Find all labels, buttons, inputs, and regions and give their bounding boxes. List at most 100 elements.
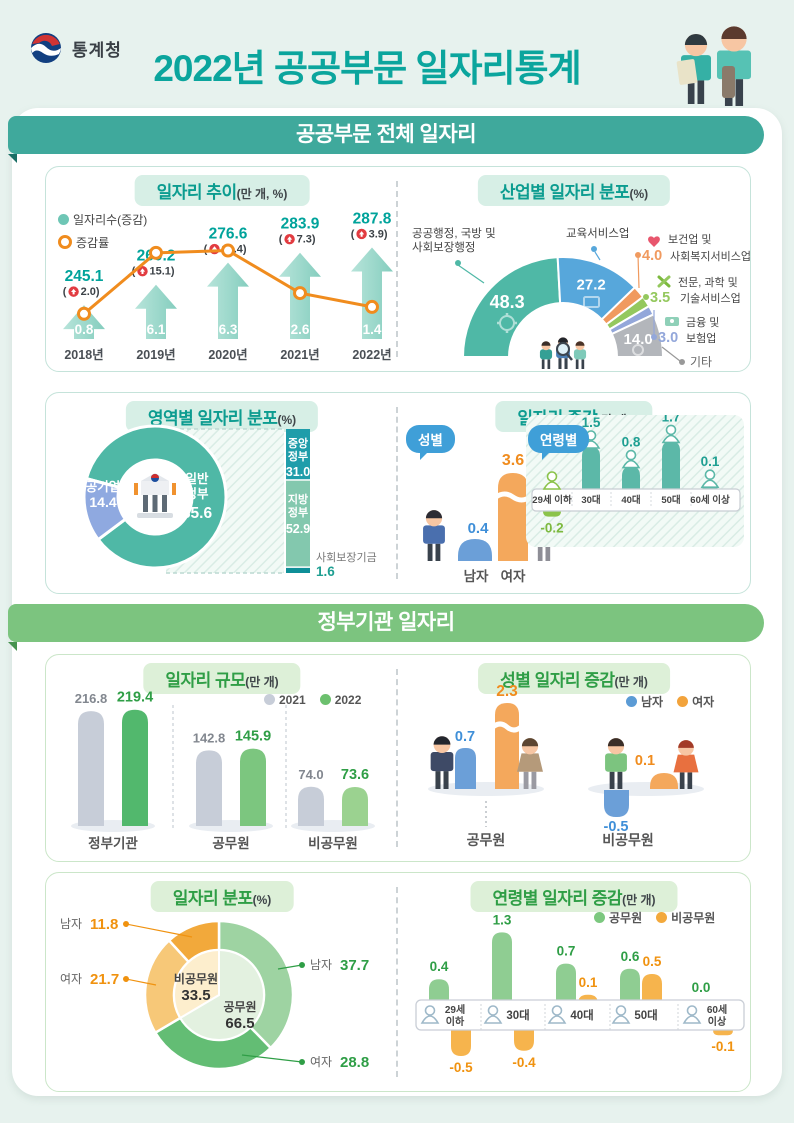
svg-text:0.1: 0.1 <box>701 454 720 469</box>
industry-slice <box>610 313 665 358</box>
svg-text:219.4: 219.4 <box>117 691 153 706</box>
industry-slice <box>461 256 562 358</box>
panel-title-age-change: 연령별 일자리 증감(만 개) <box>470 881 678 912</box>
legend-2022: 2022 <box>319 693 361 707</box>
svg-text:60세: 60세 <box>707 1003 727 1016</box>
svg-text:2022년: 2022년 <box>352 348 391 362</box>
card-domain-change: 영역별 일자리 분포(%) 공기업 14.4 일반 정부 85.6 중앙 정부 31.0 지방 정… <box>45 392 751 594</box>
svg-text:2.3: 2.3 <box>496 685 518 700</box>
svg-text:50대: 50대 <box>661 494 680 506</box>
agency-name: 통계청 <box>72 40 122 60</box>
section-banner-government: 정부기관 일자리 <box>8 604 764 642</box>
svg-text:-0.2: -0.2 <box>540 521 563 536</box>
svg-text:공무원: 공무원 <box>223 1000 256 1014</box>
panel-title-trend: 일자리 추이(만 개, %) <box>134 175 310 206</box>
card-scale-gender: 일자리 규모(만 개) 2021 2022 216.8 219.4 정부기관 142.… <box>45 654 751 862</box>
panel-domain: 영역별 일자리 분포(%) 공기업 14.4 일반 정부 85.6 중앙 정부 31.0 지방 정… <box>46 393 398 593</box>
svg-text:정부: 정부 <box>288 449 308 463</box>
change-chart: 0.4 3.6 남자 여자 29세 이하 -0.2 30대 1.5 40대 0.8 50대 1.7 60… <box>398 393 750 593</box>
svg-text:0.7: 0.7 <box>455 729 475 745</box>
svg-text:40대: 40대 <box>621 494 640 506</box>
bar-2021 <box>78 711 104 826</box>
inner-civil-sector <box>178 948 265 1041</box>
panel-title-industry: 산업별 일자리 분포(%) <box>477 175 671 206</box>
trend-arrow <box>63 305 105 339</box>
panel-title-dist: 일자리 분포(%) <box>150 881 294 912</box>
svg-text:3.9): 3.9) <box>369 228 388 240</box>
people-illustration-icon <box>676 26 752 106</box>
svg-text:여자: 여자 <box>60 972 82 986</box>
man-figure-icon <box>423 510 445 561</box>
svg-text:사회보장행정: 사회보장행정 <box>412 241 475 254</box>
svg-text:2018년: 2018년 <box>64 348 103 362</box>
svg-text:0.8: 0.8 <box>622 435 641 450</box>
government-building-icon <box>134 473 176 518</box>
card-trend-industry: 일자리 추이(만 개, %) 일자리수(증감) 증감률 0.8 245.1(2.0… <box>45 166 751 372</box>
svg-text:중앙: 중앙 <box>288 437 308 450</box>
scale-chart: 216.8 219.4 정부기관 142.8 145.9 공무원 74.0 73.6 비공무원 <box>46 655 398 861</box>
legend-2021: 2021 <box>264 693 306 707</box>
gender-change-legend: 남자 여자 <box>626 693 714 710</box>
book-icon <box>583 296 600 308</box>
svg-text:216.8: 216.8 <box>75 691 108 706</box>
bar-2021 <box>196 750 222 826</box>
male-neg-bar <box>604 790 629 817</box>
civil-bar <box>620 968 640 1004</box>
panel-title-gender-change: 성별 일자리 증감(만 개) <box>478 663 670 694</box>
panel-industry: 산업별 일자리 분포(%) 48.3 27.2 14.0 공공행정, 국방 및 사회보장… <box>398 167 750 371</box>
legend-rate: 증감률 <box>58 234 109 251</box>
svg-text:245.1: 245.1 <box>65 268 104 285</box>
stacked-bar-segment <box>286 429 310 480</box>
svg-text:14.0: 14.0 <box>624 331 653 348</box>
person-icon <box>420 1005 440 1024</box>
age-change-chart: 29세 이하 30대 40대 50대 60세 이상 0.4 1.3 0.7 0.6 0.0 -0.5 -0… <box>398 873 750 1091</box>
gender-bubble: 성별 <box>406 425 455 460</box>
svg-text:28.8: 28.8 <box>340 1054 369 1071</box>
legend-male: 남자 <box>626 693 663 710</box>
card-divider <box>396 669 398 847</box>
svg-text:3.6: 3.6 <box>502 452 524 469</box>
svg-text:27.2: 27.2 <box>577 276 606 293</box>
rate-point-icon <box>149 245 163 260</box>
svg-text:6.1: 6.1 <box>147 322 166 337</box>
svg-text:11.8: 11.8 <box>90 916 118 933</box>
person-icon <box>661 424 681 444</box>
svg-text:0.7: 0.7 <box>557 944 576 959</box>
svg-text:60세 이상: 60세 이상 <box>690 494 730 506</box>
svg-text:29세 이하: 29세 이하 <box>532 494 572 506</box>
person-icon <box>483 1005 503 1024</box>
dist-chart: 비공무원 33.5 공무원 66.5 남자 11.8 여자 21.7 남자 37.7 여자 28.8 <box>46 873 398 1091</box>
svg-text:30대: 30대 <box>506 1008 529 1022</box>
svg-text:142.8: 142.8 <box>193 730 226 745</box>
age-bar <box>662 441 680 493</box>
trend-legend: 일자리수(증감) 증감률 <box>58 211 147 251</box>
svg-text:비공무원: 비공무원 <box>174 971 218 986</box>
svg-text:3.0: 3.0 <box>658 330 678 346</box>
bar-2022 <box>342 786 368 826</box>
woman-figure-icon <box>517 738 543 789</box>
magnifier-icon <box>556 342 570 356</box>
rate-point-icon <box>365 299 379 314</box>
svg-text:1.6: 1.6 <box>316 564 335 579</box>
up-arrow-icon <box>356 228 367 240</box>
bar-2022 <box>240 748 266 826</box>
svg-text:0.4: 0.4 <box>430 959 449 974</box>
trend-chart: 0.8245.1(2.0)2018년6.1260.2(15.1)2019년6.3… <box>46 167 398 371</box>
rate-point-icon <box>221 243 235 258</box>
person-figure-icon <box>539 341 553 369</box>
female-bar <box>498 473 528 561</box>
rate-point-icon <box>77 306 91 321</box>
bulb-icon <box>632 344 644 356</box>
age-bubble: 연령별 <box>528 425 590 460</box>
page-title: 2022년 공공부문 일자리통계 <box>153 48 581 89</box>
woman-figure-icon <box>673 740 699 789</box>
svg-text:-0.1: -0.1 <box>711 1039 735 1054</box>
person-icon <box>621 449 641 469</box>
svg-text:공무원: 공무원 <box>467 832 506 848</box>
up-arrow-icon <box>137 266 148 277</box>
noncivil-dot-icon <box>656 912 668 923</box>
bar-2022 <box>122 709 148 826</box>
year2021-dot-icon <box>264 694 275 705</box>
